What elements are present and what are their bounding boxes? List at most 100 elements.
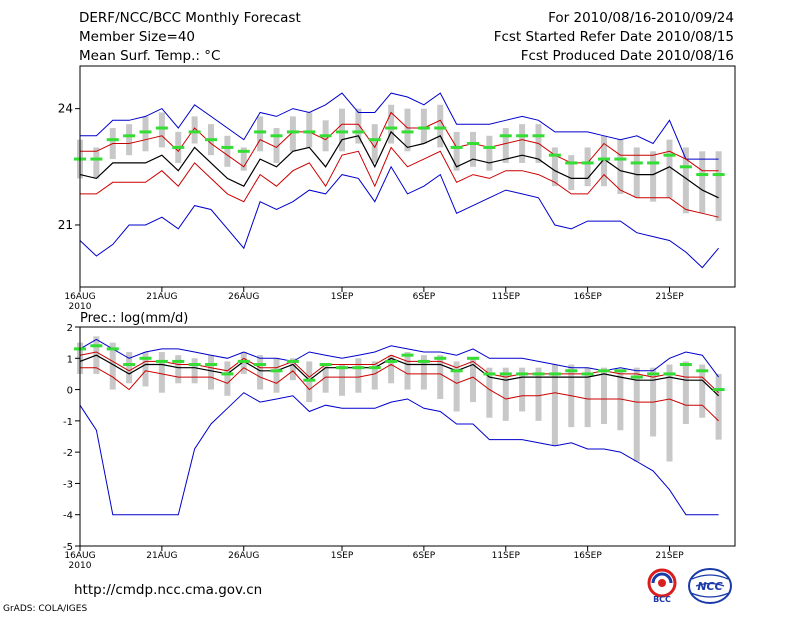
temperature-median-marker [106,138,119,142]
precipitation-x-tick-label: 21SEP [655,551,684,561]
precipitation-median-marker [221,372,234,376]
temperature-median-marker [614,157,627,161]
precipitation-median-marker [123,363,136,367]
precipitation-box [388,355,395,384]
precipitation-box [240,352,247,374]
precipitation-median-marker [155,359,168,363]
temperature-median-marker [417,126,430,130]
precipitation-box [470,358,476,403]
temperature-median-marker [319,134,332,138]
temperature-median-marker [254,130,267,134]
temperature-median-marker [270,134,283,138]
precipitation-median-marker [630,375,643,379]
temperature-y-tick-label: 21 [58,218,73,232]
temperature-median-marker [548,153,561,157]
temperature-median-marker [532,134,545,138]
header-member-size: Member Size=40 [79,29,196,45]
temperature-min-line [79,165,719,269]
footer-url[interactable]: http://cmdp.ncc.cma.gov.cn [74,582,263,598]
precipitation-median-marker [696,369,709,373]
header-forecast-period: For 2010/08/16-2010/09/24 [548,10,734,26]
precipitation-box [502,367,509,421]
temperature-box [257,116,264,152]
header-title: DERF/NCC/BCC Monthly Forecast [79,10,301,26]
precipitation-box [224,361,231,396]
footer-credit: GrADS: COLA/IGES [3,604,88,614]
precipitation-x-tick-label: 6SEP [413,551,436,561]
precipitation-y-tick-label: 2 [67,323,73,334]
temperature-box [486,135,493,171]
temperature-upper-line [80,111,719,172]
precipitation-y-tick-label: 0 [67,386,73,397]
precipitation-median-marker [647,372,660,376]
bcc-logo-icon: BCC [647,568,677,604]
temperature-median-marker [286,130,299,134]
precipitation-box [208,355,214,390]
temperature-box [437,104,444,148]
precipitation-median-marker [532,372,545,376]
temperature-median-marker [123,134,136,138]
precipitation-median-marker [319,363,332,367]
precipitation-box [126,352,133,384]
precipitation-box [371,361,378,390]
temperature-median-marker [90,157,103,161]
temperature-median-marker [188,130,201,134]
precipitation-median-marker [712,388,725,392]
precipitation-median-marker [336,366,348,370]
precipitation-median-marker [483,372,496,376]
temperature-box [388,104,395,144]
precipitation-box [420,355,427,390]
precipitation-box [486,367,493,418]
precipitation-y-tick-label: -2 [63,448,73,459]
precipitation-max-line [79,338,720,378]
precipitation-box [633,367,640,462]
temperature-lower-line [80,146,719,218]
temperature-x-tick-label: 16SEP [573,292,602,302]
precipitation-box [289,358,296,381]
precipitation-median-marker [385,359,398,363]
bcc-logo-label: BCC [653,595,671,604]
temperature-median-marker [450,145,463,149]
temperature-median-marker [336,130,348,134]
temperature-y-tick-label: 24 [58,102,73,116]
temperature-box [158,112,165,148]
precipitation-median-marker [548,372,561,376]
temperature-box [568,155,575,191]
header-variable: Mean Surf. Temp.: °C [79,48,221,64]
header-produced-date: Fcst Produced Date 2010/08/16 [520,48,734,64]
precipitation-median-marker [368,366,381,370]
precipitation-box [142,352,149,387]
temperature-box [339,108,345,152]
precipitation-median-marker [499,372,512,376]
temperature-median-marker [467,142,479,146]
temperature-box [453,131,460,171]
precipitation-box [682,361,689,424]
precipitation-box [257,355,264,390]
precipitation-median-marker [205,363,217,367]
precipitation-median-marker [172,359,185,363]
precipitation-x-tick-label: 16SEP [573,551,602,561]
temperature-median-marker [352,130,365,134]
temperature-median-marker [139,130,152,134]
precipitation-box [109,342,116,390]
temperature-box [519,124,526,163]
temperature-median-marker [499,134,512,138]
temperature-median-marker [205,138,217,142]
precipitation-median-marker [450,369,463,373]
precipitation-box [437,355,444,399]
temperature-box [306,112,313,148]
temperature-x-tick-label: 1SEP [331,292,354,302]
precipitation-box [191,358,198,384]
precipitation-box [339,364,345,396]
temperature-median-marker [172,145,185,149]
temperature-box [682,147,689,214]
precipitation-x-tick-label: 11SEP [492,551,521,561]
precipitation-mean-line [79,354,720,397]
precipitation-box [617,370,624,431]
precipitation-median-marker [188,363,201,367]
temperature-median-marker [385,126,398,130]
precipitation-x-tick-label: 16AUG [64,551,95,561]
temperature-x-tick-label: 11SEP [492,292,521,302]
temperature-box [650,151,657,202]
